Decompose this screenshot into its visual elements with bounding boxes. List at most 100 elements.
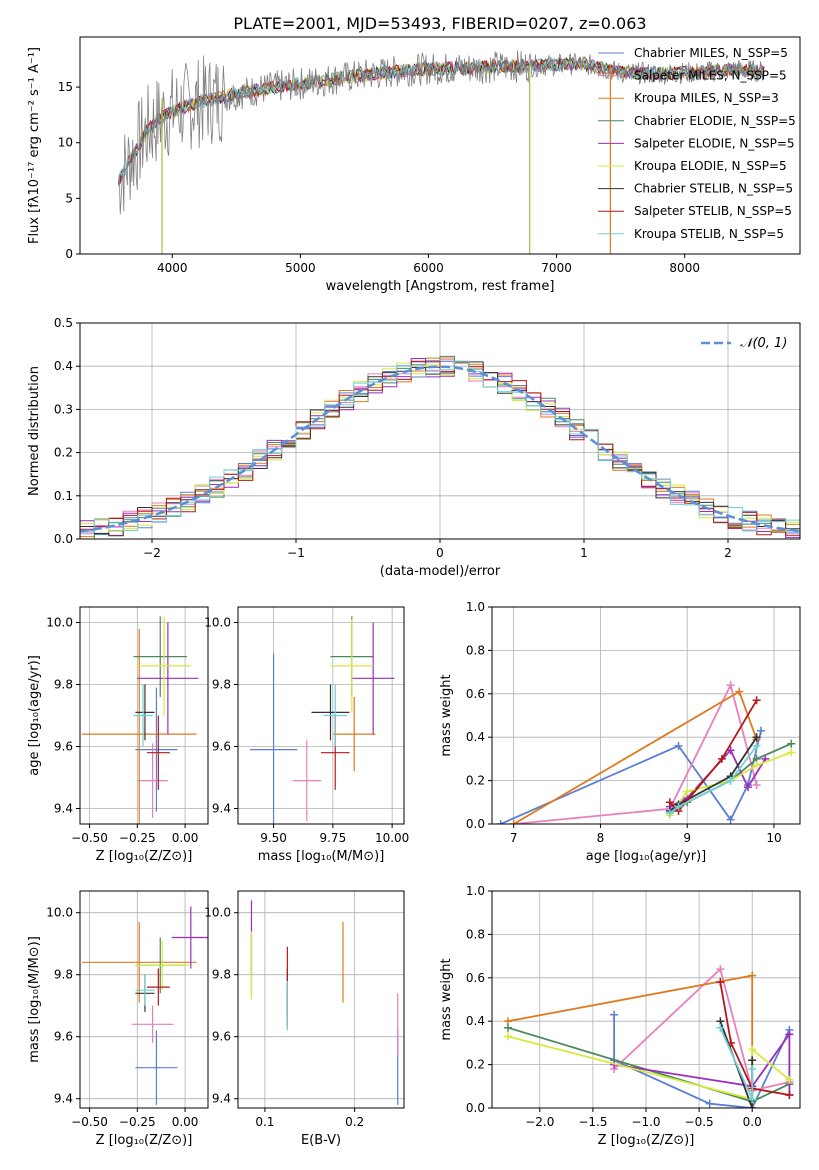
y-tick-label: 0.3: [54, 402, 73, 416]
x-tick-label: −0.50: [71, 831, 108, 845]
x-tick-label: 9.75: [319, 831, 346, 845]
series-line-salpeter_miles: [513, 682, 758, 824]
y-tick-label: 0.4: [466, 730, 485, 744]
y-tick-label: 1.0: [466, 884, 485, 898]
series-marker-kroupa_elodie: [787, 748, 796, 757]
age-vs-Z-panel: −0.50 −0.25 0.00 9.4 9.6 9.8 10.0 Z [log₁₀(Z/Z⊙…: [27, 606, 209, 864]
series-marker-chabrier_elodie: [503, 1023, 512, 1032]
mass-vs-Z-panel: −0.50 −0.25 0.00 9.4 9.6 9.8 10.0 Z [log₁₀(Z/Z⊙…: [27, 890, 209, 1148]
series-marker-kroupa_miles: [748, 971, 757, 980]
x-tick-label: 10: [766, 831, 781, 845]
series-marker-salpeter_miles: [726, 681, 735, 690]
y-axis-label: mass [log₁₀(M/M⊙)]: [27, 936, 42, 1063]
y-tick-label: 9.6: [212, 740, 231, 754]
y-axis-label: Flux [fλ10⁻¹⁷ erg cm⁻² s⁻¹ A⁻¹]: [27, 47, 42, 244]
axes-frame: [79, 606, 209, 825]
x-axis-label: age [log₁₀(age/yr)]: [586, 849, 707, 864]
error-bars: [81, 616, 199, 824]
x-tick-label: −2.0: [525, 1115, 554, 1129]
series-line-salpeter_stelib: [669, 699, 758, 813]
axes-frame: [237, 890, 405, 1109]
y-tick-label: 0.5: [54, 316, 73, 330]
x-tick-label: 7: [510, 831, 518, 845]
x-axis-label: wavelength [Angstrom, rest frame]: [326, 279, 555, 294]
series-marker-kroupa_elodie: [785, 1075, 794, 1084]
error-bars: [81, 906, 208, 1105]
y-tick-label: 5: [65, 191, 73, 205]
series-marker-salpeter_elodie: [785, 1030, 794, 1039]
age-vs-mass-panel: 9.50 9.75 10.00 9.4 9.6 9.8 10.0 mass [log₁₀(M/…: [204, 606, 409, 864]
residual-panel: −2 −1 0 1 2 0.0 0.1 0.2 0.3 0.4 0.5 (data-model)/er…: [27, 316, 801, 579]
error-bars: [250, 900, 399, 1105]
series-line-chabrier_miles: [613, 1014, 791, 1108]
series-marker-salpeter_stelib: [716, 978, 725, 987]
y-tick-label: 10.0: [204, 616, 231, 630]
y-tick-label: 1.0: [466, 600, 485, 614]
y-tick-label: 0.8: [466, 927, 485, 941]
series-marker-chabrier_miles: [726, 815, 735, 824]
axes-frame: [79, 36, 801, 255]
y-tick-label: 9.8: [54, 968, 73, 982]
x-tick-label: 8: [597, 831, 605, 845]
series-marker-chabrier_stelib: [748, 1056, 757, 1065]
series-line-salpeter_miles: [613, 967, 790, 1092]
series-marker-kroupa_elodie: [752, 761, 761, 770]
legend-label-chabrier_miles: Chabrier MILES, N_SSP=5: [634, 46, 788, 60]
error-bars: [249, 616, 395, 824]
y-tick-label: 0.8: [466, 643, 485, 657]
x-tick-label: 0.0: [743, 1115, 762, 1129]
x-tick-label: −0.25: [119, 1115, 156, 1129]
data-spectrum: [118, 50, 765, 215]
series-marker-kroupa_elodie: [503, 1032, 512, 1041]
x-tick-label: −1.0: [631, 1115, 660, 1129]
series-marker-kroupa_elodie: [683, 787, 692, 796]
series-marker-chabrier_miles: [705, 1099, 714, 1108]
y-tick-label: 9.4: [212, 1092, 231, 1106]
x-axis-label: Z [log₁₀(Z/Z⊙)]: [96, 849, 193, 864]
x-axis-label: E(B-V): [301, 1133, 341, 1148]
y-tick-label: 9.8: [54, 678, 73, 692]
series-marker-chabrier_stelib: [752, 733, 761, 742]
x-axis-label: Z [log₁₀(Z/Z⊙)]: [96, 1133, 193, 1148]
x-tick-label: 0.1: [255, 1115, 274, 1129]
y-tick-label: 10: [58, 136, 73, 150]
y-tick-label: 0: [65, 247, 73, 261]
y-tick-label: 0.2: [54, 446, 73, 460]
legend-label-salpeter_elodie: Salpeter ELODIE, N_SSP=5: [634, 136, 795, 150]
y-tick-label: 10.0: [46, 616, 73, 630]
y-tick-label: 0.4: [466, 1014, 485, 1028]
normal-curve: [80, 365, 800, 533]
x-axis-label: Z [log₁₀(Z/Z⊙)]: [598, 1133, 695, 1148]
y-axis-label: mass weight: [439, 958, 454, 1040]
y-tick-label: 0.6: [466, 971, 485, 985]
axes-frame: [491, 606, 801, 825]
mass-weight-vs-Z-panel: −2.0 −1.5 −1.0 −0.5 0.0 0.0 0.2 0.4 0.6 0.8 1.0 Z […: [439, 884, 801, 1148]
x-tick-label: −1.5: [578, 1115, 607, 1129]
y-axis-label: age [log₁₀(age/yr)]: [27, 655, 42, 776]
legend-label-chabrier_stelib: Chabrier STELIB, N_SSP=5: [634, 182, 793, 196]
series-marker-chabrier_miles: [756, 726, 765, 735]
series-marker-chabrier_stelib: [748, 1104, 757, 1108]
y-tick-label: 0.2: [466, 774, 485, 788]
y-tick-label: 9.6: [212, 1030, 231, 1044]
series-marker-kroupa_stelib: [716, 1023, 725, 1032]
x-tick-label: 0.00: [172, 831, 199, 845]
spectrum-panel: 4000 5000 6000 7000 8000 0 5 10 15 wavelength [An…: [27, 36, 801, 294]
legend-label-normal: 𝒩(0, 1): [740, 336, 787, 351]
legend-label-salpeter_stelib: Salpeter STELIB, N_SSP=5: [634, 204, 792, 218]
x-tick-label: 4000: [157, 261, 188, 275]
x-tick-label: −0.5: [685, 1115, 714, 1129]
weight-lines: [496, 681, 796, 824]
series-marker-salpeter_stelib: [752, 696, 761, 705]
x-tick-label: 1: [580, 546, 588, 560]
axes-frame: [237, 606, 405, 825]
x-tick-label: 8000: [669, 261, 700, 275]
y-tick-label: 10.0: [46, 906, 73, 920]
x-tick-label: 7000: [541, 261, 572, 275]
series-line-kroupa_stelib: [669, 745, 758, 814]
y-tick-label: 9.4: [54, 802, 73, 816]
y-tick-label: 9.4: [212, 802, 231, 816]
x-tick-label: −0.50: [71, 1115, 108, 1129]
series-marker-chabrier_miles: [610, 1010, 619, 1019]
mass-vs-ebv-panel: 0.1 0.2 9.4 9.6 9.8 10.0 E(B-V): [204, 890, 405, 1148]
